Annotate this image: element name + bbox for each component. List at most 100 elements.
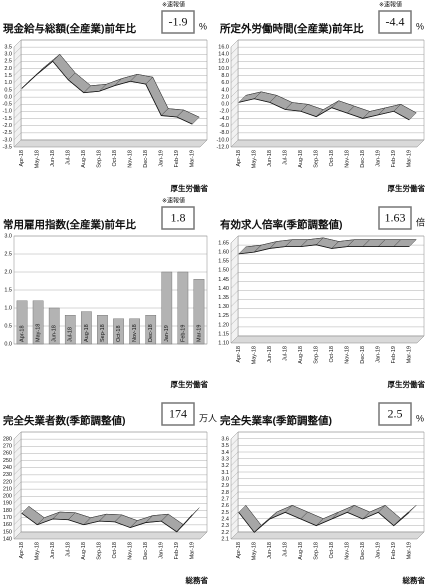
chart-title: 有効求人倍率(季節調整値) xyxy=(220,218,343,231)
x-tick-label: Jul-18 xyxy=(66,542,72,557)
y-tick-label: 16.0 xyxy=(218,44,229,50)
x-tick-label: Jan-19 xyxy=(376,346,382,363)
grid-line xyxy=(13,46,207,55)
y-tick-label: 0.5 xyxy=(4,323,12,329)
y-tick-label: -4.0 xyxy=(220,116,229,122)
series-line-back xyxy=(245,91,417,114)
grid-line xyxy=(230,104,424,112)
x-tick-label: Sep-18 xyxy=(314,542,320,560)
x-tick-label: Mar-19 xyxy=(190,542,196,559)
note: ※速報値 xyxy=(162,1,185,9)
floor xyxy=(230,531,425,540)
latest-value: 1.8 xyxy=(171,210,186,224)
chart-title: 完全失業率(季節調整値) xyxy=(219,414,332,427)
y-tick-label: 1.25 xyxy=(218,313,229,319)
source: 厚生労働省 xyxy=(388,379,426,389)
grid-line xyxy=(230,125,424,133)
grid-line xyxy=(13,431,207,440)
series-line-back xyxy=(28,53,200,118)
chart-title: 完全失業者数(季節調整値) xyxy=(2,414,126,427)
grid-line xyxy=(230,75,424,83)
y-tick-label: -1.5 xyxy=(3,116,12,122)
y-tick-label: 1.5 xyxy=(4,73,12,79)
grid-line xyxy=(13,517,207,525)
grid-line xyxy=(230,445,424,453)
y-tick-label: -3.5 xyxy=(3,144,12,150)
bar xyxy=(16,300,28,345)
floor xyxy=(13,139,208,148)
unit: % xyxy=(199,21,207,31)
latest-value: 174 xyxy=(169,406,187,420)
x-tick-label: Mar-19 xyxy=(407,150,413,167)
y-tick-label: -1.0 xyxy=(3,109,12,115)
x-tick-label: Sep-18 xyxy=(100,324,106,342)
bar xyxy=(161,271,173,345)
grid-line xyxy=(230,54,424,62)
series-line-back xyxy=(28,506,200,526)
chart-title: 現金給与総額(全産業)前年比 xyxy=(3,22,136,35)
y-tick-label: 1.35 xyxy=(218,295,229,301)
y-tick-label: 270 xyxy=(3,444,12,450)
y-tick-label: 1.45 xyxy=(218,277,229,283)
source: 総務省 xyxy=(402,575,426,585)
x-tick-label: Feb-19 xyxy=(180,325,186,342)
y-tick-label: 220 xyxy=(3,479,12,485)
grid-line xyxy=(230,235,424,244)
grid-line xyxy=(13,496,207,504)
x-tick-label: Nov-18 xyxy=(345,346,351,364)
x-tick-label: Jan-19 xyxy=(376,150,382,167)
grid-line xyxy=(13,132,207,140)
y-tick-label: 180 xyxy=(3,508,12,514)
x-tick-label: Sep-18 xyxy=(314,346,320,364)
grid-line xyxy=(230,465,424,473)
x-tick-label: Jan-19 xyxy=(159,542,165,559)
badge-box xyxy=(161,402,195,426)
grid-line xyxy=(230,438,424,446)
y-tick-label: 10.0 xyxy=(218,66,229,72)
y-tick-label: 1.20 xyxy=(218,322,229,328)
grid-line xyxy=(13,139,207,148)
y-tick-label: 0.5 xyxy=(4,87,12,93)
x-tick-label: Jul-18 xyxy=(68,327,74,342)
series-line-front xyxy=(21,60,193,125)
badge-box xyxy=(378,206,412,230)
series-line-back xyxy=(245,505,417,526)
grid-line xyxy=(230,281,424,289)
x-tick-label: Feb-19 xyxy=(391,150,397,167)
grid-line xyxy=(230,471,424,480)
y-tick-label: -3.0 xyxy=(3,137,12,143)
y-tick-label: 210 xyxy=(3,486,12,492)
latest-value: -1.9 xyxy=(169,14,188,28)
grid-line xyxy=(13,474,207,482)
grid-line xyxy=(13,446,207,454)
grid-line xyxy=(230,326,424,335)
x-tick-label: Jul-18 xyxy=(283,346,289,361)
bar xyxy=(81,311,92,345)
grid-line xyxy=(230,478,424,486)
y-tick-label: 3.0 xyxy=(4,52,12,58)
grid-line xyxy=(13,61,207,69)
x-tick-label: Dec-18 xyxy=(360,346,366,364)
bar xyxy=(97,315,108,345)
y-tick-label: 150 xyxy=(3,529,12,535)
bar xyxy=(145,315,157,345)
grid-line xyxy=(230,451,424,460)
floor xyxy=(230,139,425,148)
y-tick-label: 3.5 xyxy=(221,443,229,449)
latest-value: 1.63 xyxy=(385,210,406,224)
y-tick-label: 1.15 xyxy=(218,331,229,337)
y-tick-label: 0.0 xyxy=(4,94,12,100)
y-tick-label: 1.0 xyxy=(4,305,12,311)
y-tick-label: 2.0 xyxy=(221,94,229,100)
x-tick-label: Dec-18 xyxy=(148,324,154,342)
x-tick-label: Mar-19 xyxy=(190,150,196,167)
grid-line xyxy=(230,431,424,440)
x-tick-label: Apr-18 xyxy=(236,346,242,363)
x-tick-label: Oct-18 xyxy=(112,542,118,559)
unit: 万人 xyxy=(199,413,217,423)
y-tick-label: 260 xyxy=(3,451,12,457)
x-tick-label: Jan-19 xyxy=(159,150,165,167)
x-tick-label: Aug-18 xyxy=(298,346,304,364)
floor xyxy=(230,335,425,344)
bar xyxy=(48,307,60,345)
